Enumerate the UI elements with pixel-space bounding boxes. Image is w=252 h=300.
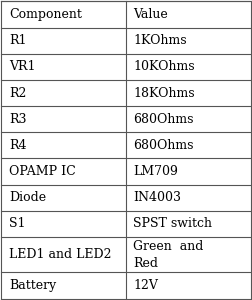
Text: R4: R4 [9,139,26,152]
Text: 18KOhms: 18KOhms [134,86,195,100]
Text: LM709: LM709 [134,165,178,178]
Text: LED1 and LED2: LED1 and LED2 [9,248,111,261]
Text: Component: Component [9,8,82,21]
Text: VR1: VR1 [9,60,35,73]
Text: 680Ohms: 680Ohms [134,139,194,152]
Text: IN4003: IN4003 [134,191,181,204]
Text: SPST switch: SPST switch [134,218,212,230]
Text: R2: R2 [9,86,26,100]
Text: S1: S1 [9,218,25,230]
Text: 1KOhms: 1KOhms [134,34,187,47]
Text: 12V: 12V [134,279,158,292]
Text: Value: Value [134,8,168,21]
Text: Diode: Diode [9,191,46,204]
Text: OPAMP IC: OPAMP IC [9,165,76,178]
Text: 10KOhms: 10KOhms [134,60,195,73]
Text: Green  and
Red: Green and Red [134,240,204,270]
Text: Battery: Battery [9,279,56,292]
Text: R1: R1 [9,34,26,47]
Text: 680Ohms: 680Ohms [134,113,194,126]
Text: R3: R3 [9,113,26,126]
